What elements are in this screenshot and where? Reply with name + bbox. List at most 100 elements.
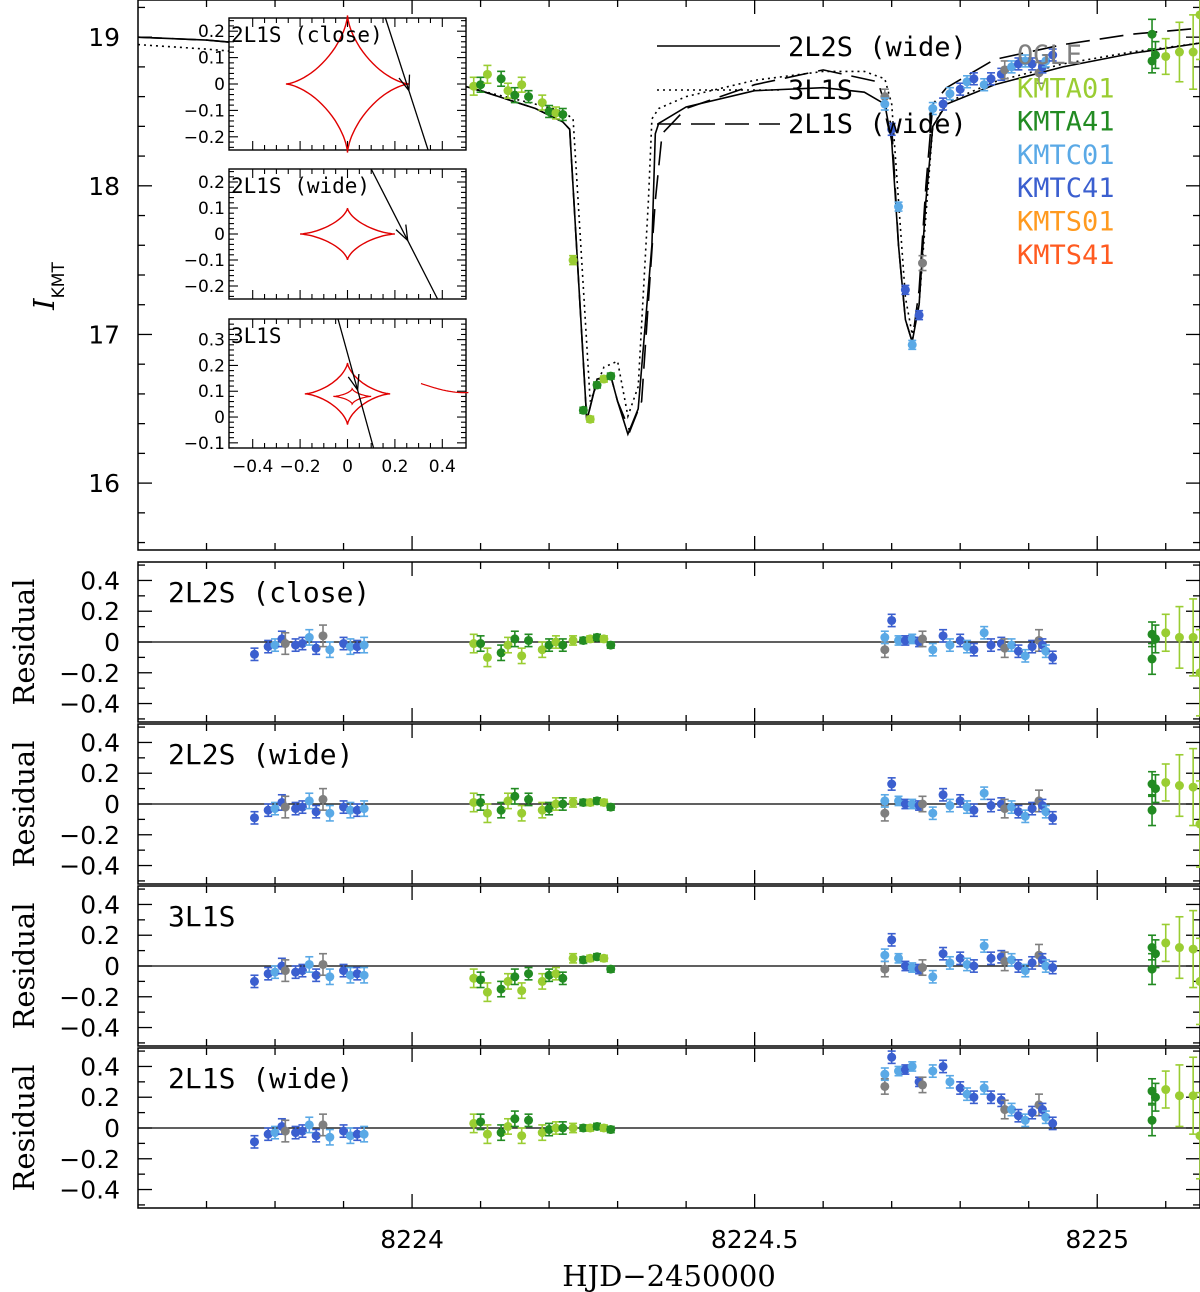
residual-point [339, 966, 349, 976]
residual-point [880, 632, 890, 642]
residual-y-axis-title: Residual [7, 741, 41, 868]
residual-point [1150, 1092, 1160, 1102]
residual-point [599, 797, 609, 807]
y-tick-label: 17 [88, 320, 120, 349]
residual-point [280, 639, 290, 649]
data-point [469, 81, 479, 91]
residual-point [339, 802, 349, 812]
residual-point [1041, 646, 1051, 656]
residual-point [585, 797, 595, 807]
residual-point [537, 1128, 547, 1138]
residual-point [311, 970, 321, 980]
residual-point [606, 964, 616, 974]
residual-point [907, 1061, 917, 1071]
residual-point [585, 1123, 595, 1133]
data-point [894, 202, 904, 212]
residual-point [1013, 961, 1023, 971]
residual-point [1020, 966, 1030, 976]
residual-panel-2: 0.40.20−0.2−0.4 2L2S (wide) Residual [7, 723, 1200, 885]
residual-point [945, 958, 955, 968]
residual-point [551, 969, 561, 979]
source-trajectory [370, 168, 439, 300]
legend-label-3l1s: 3L1S [788, 75, 853, 106]
residual-point [503, 796, 513, 806]
residual-point [887, 779, 897, 789]
residual-point [1027, 1108, 1037, 1118]
residual-point [1048, 1118, 1058, 1128]
residual-point [270, 640, 280, 650]
residual-point [359, 1129, 369, 1139]
residual-point [938, 1061, 948, 1071]
inset-x-tick-label: 0 [342, 457, 353, 477]
data-point [1013, 59, 1023, 69]
residual-point [249, 976, 259, 986]
data-point [1007, 62, 1017, 72]
residual-point [938, 631, 948, 641]
inset-label: 2L1S (wide) [231, 174, 370, 198]
y-tick-label: 0.4 [80, 566, 120, 595]
data-point [955, 84, 965, 94]
residual-point [297, 1126, 307, 1136]
legend-observatory-kmta41: KMTA41 [1017, 107, 1115, 138]
data-point [900, 285, 910, 295]
residual-point [318, 794, 328, 804]
residual-point [544, 804, 554, 814]
residual-point [578, 635, 588, 645]
y-tick-label: 0 [104, 790, 120, 819]
y-tick-label: −0.4 [59, 1014, 120, 1043]
inset-y-tick-label: 0.2 [198, 22, 225, 42]
residual-point [928, 1066, 938, 1076]
residual-point [900, 799, 910, 809]
y-tick-label: −0.4 [59, 852, 120, 881]
light-curve-ticks: 16 17 18 19 [88, 0, 1200, 550]
residual-point [544, 970, 554, 980]
residual-point [476, 975, 486, 985]
residual-panel-1: 0.40.20−0.2−0.4 2L2S (close) Residual [7, 561, 1200, 723]
residual-point [928, 808, 938, 818]
residual-point [969, 961, 979, 971]
residual-point [918, 634, 928, 644]
residual-point [880, 796, 890, 806]
residual-point [551, 1123, 561, 1133]
residual-point [496, 1128, 506, 1138]
data-point [585, 414, 595, 424]
residual-point [503, 976, 513, 986]
inset-x-tick-label: 0.4 [429, 457, 456, 477]
data-point [558, 109, 568, 119]
y-tick-label: −0.2 [59, 821, 120, 850]
residual-point [1020, 1115, 1030, 1125]
trajectory-arrow [398, 74, 411, 93]
residual-point [599, 953, 609, 963]
data-point [568, 255, 578, 265]
residual-point [270, 1128, 280, 1138]
residual-point [517, 651, 527, 661]
legend-label-2l2s-wide: 2L2S (wide) [788, 32, 967, 63]
residual-point [1013, 1111, 1023, 1121]
residual-point [918, 963, 928, 973]
residual-point [599, 1123, 609, 1133]
residual-point [345, 1131, 355, 1141]
residual-point [476, 639, 486, 649]
residual-point [291, 1128, 301, 1138]
residual-point [304, 796, 314, 806]
data-point [962, 77, 972, 87]
residual-point [352, 642, 362, 652]
inset-y-tick-label: 0.2 [198, 356, 225, 376]
y-tick-label: 0.2 [80, 759, 120, 788]
residual-point [1000, 1105, 1010, 1115]
data-point [928, 104, 938, 114]
residual-point [510, 972, 520, 982]
residual-point [544, 1125, 554, 1135]
residual-point [894, 796, 904, 806]
y-tick-label: 18 [88, 172, 120, 201]
residual-panel-3: 0.40.20−0.2−0.4 3L1S Residual [7, 885, 1200, 1047]
residual-point [482, 1129, 492, 1139]
residual-point [969, 645, 979, 655]
residual-point [592, 952, 602, 962]
caustic-secondary [420, 382, 469, 394]
residual-point [1000, 643, 1010, 653]
residual-point [551, 799, 561, 809]
residual-point [517, 1131, 527, 1141]
residual-point [263, 1129, 273, 1139]
